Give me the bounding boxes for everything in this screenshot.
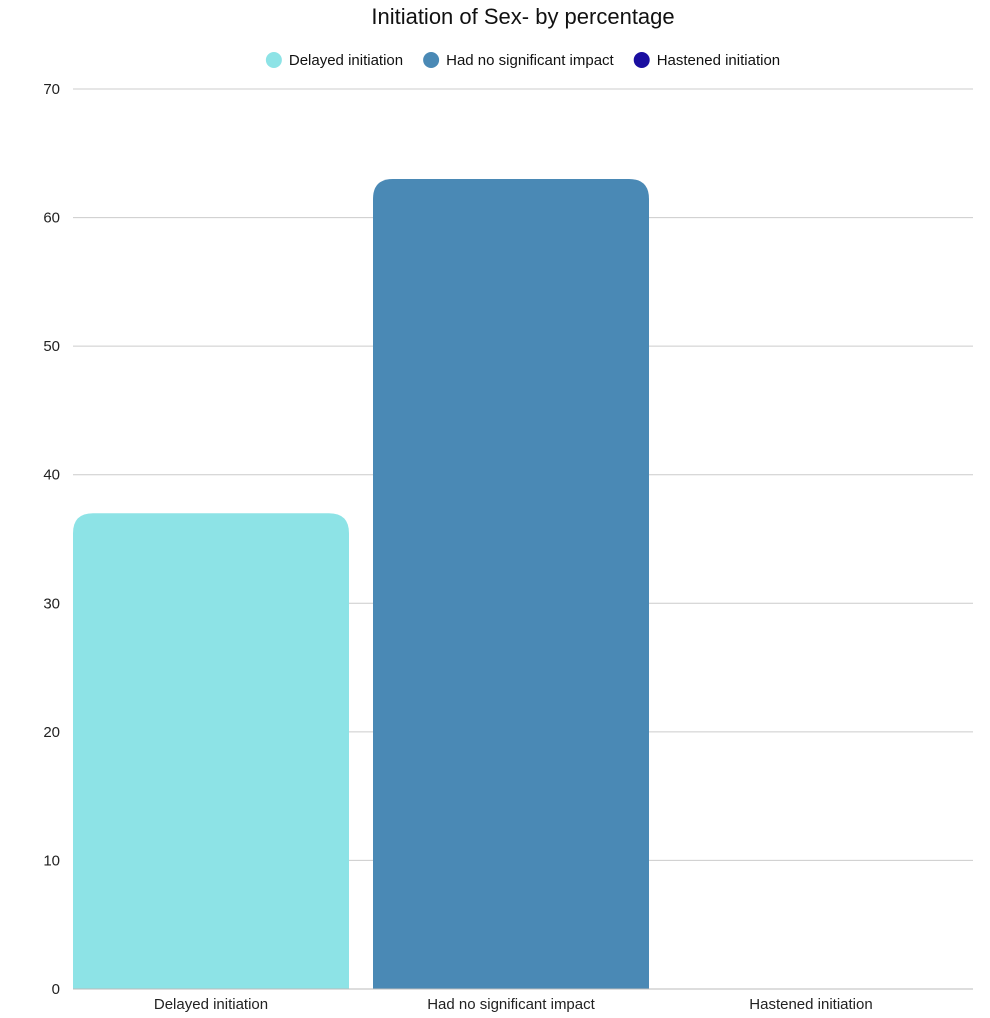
legend-item: Hastened initiation [633, 52, 780, 69]
x-tick-label: Hastened initiation [749, 996, 872, 1013]
chart-title: Initiation of Sex- by percentage [371, 4, 674, 29]
legend-swatch [633, 52, 650, 68]
y-tick-label: 40 [43, 467, 60, 484]
legend-item: Had no significant impact [423, 52, 615, 69]
y-tick-label: 30 [43, 595, 60, 612]
x-tick-label: Delayed initiation [154, 996, 268, 1013]
legend-label: Hastened initiation [657, 52, 780, 69]
y-tick-label: 0 [52, 981, 60, 998]
legend: Delayed initiation Had no significant imp… [265, 52, 780, 69]
y-axis-ticks: 0 10 20 30 40 50 60 70 [43, 81, 60, 998]
bar-1 [73, 513, 349, 989]
y-tick-label: 50 [43, 338, 60, 355]
legend-label: Delayed initiation [289, 52, 403, 69]
bars [73, 179, 649, 989]
bar-2 [373, 179, 649, 989]
y-tick-label: 60 [43, 210, 60, 227]
x-axis-ticks: Delayed initiation Had no significant imp… [154, 996, 873, 1013]
legend-item: Delayed initiation [265, 52, 403, 69]
legend-swatch [265, 52, 282, 68]
y-tick-label: 10 [43, 852, 60, 869]
x-tick-label: Had no significant impact [427, 996, 595, 1013]
y-tick-label: 70 [43, 81, 60, 98]
legend-label: Had no significant impact [446, 52, 614, 69]
y-tick-label: 20 [43, 724, 60, 741]
legend-swatch [423, 52, 440, 68]
